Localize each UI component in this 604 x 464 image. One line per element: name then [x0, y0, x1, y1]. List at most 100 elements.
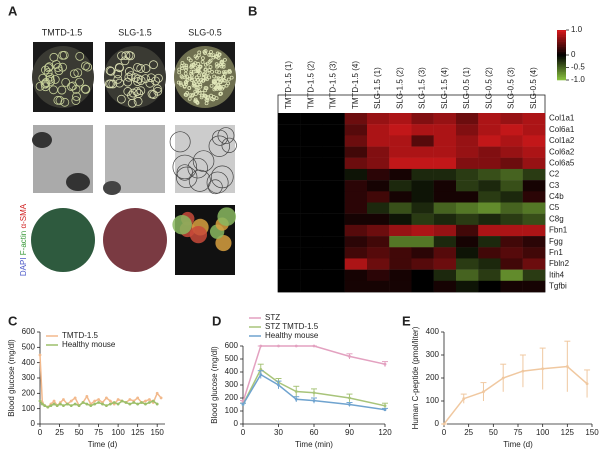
droplet [213, 86, 218, 91]
x-tick-label: 150 [585, 428, 599, 437]
heatmap-cell [522, 247, 546, 259]
heatmap-cell [522, 213, 546, 226]
legend-label: STZ [265, 313, 280, 322]
colorbar-segment [557, 53, 566, 56]
point [116, 398, 120, 401]
x-tick-label: 50 [75, 428, 84, 437]
droplet [189, 65, 194, 69]
droplet [184, 68, 188, 72]
colorbar-segment [557, 71, 566, 74]
heatmap-cell [389, 202, 412, 214]
droplet [44, 62, 54, 72]
droplet [50, 75, 60, 84]
heatmap-cell [278, 146, 301, 158]
heatmap-cell [322, 247, 345, 259]
droplet [151, 76, 160, 86]
colorbar-tick-label: -1.0 [571, 75, 585, 84]
droplet [211, 53, 216, 58]
heatmap-cell [478, 202, 501, 214]
x-tick-label: 50 [489, 428, 498, 437]
colorbar-segment [557, 36, 566, 39]
column-label: SLG-0.5 (1) [462, 67, 471, 109]
droplet [179, 74, 184, 79]
droplet [133, 62, 142, 72]
droplet [184, 65, 189, 70]
capsule [210, 165, 234, 189]
heatmap-cell [411, 180, 434, 192]
heatmap-cell [456, 213, 479, 226]
droplet [58, 62, 67, 72]
row-label: C4b [549, 192, 564, 201]
heatmap-cell [367, 168, 390, 181]
droplet [154, 73, 163, 83]
droplet [189, 69, 194, 74]
point [521, 369, 525, 373]
droplet [189, 63, 194, 68]
heatmap-cell [411, 258, 434, 270]
droplet [204, 74, 209, 79]
row-label: Col6a1 [549, 125, 575, 134]
panel-label: B [248, 3, 257, 18]
droplet [217, 70, 222, 75]
droplet [68, 81, 78, 91]
point [46, 405, 50, 409]
image [175, 125, 235, 193]
heatmap-cell [478, 269, 501, 282]
droplet [194, 75, 199, 80]
droplet [81, 61, 90, 71]
heatmap-cell [522, 180, 546, 192]
droplet [66, 82, 76, 92]
y-axis-label: Blood glucose (mg/dl) [210, 346, 219, 424]
droplet [185, 91, 190, 95]
heatmap-cell [344, 213, 368, 226]
point [383, 408, 387, 412]
capsule [212, 129, 228, 146]
x-tick-label: 75 [514, 428, 523, 437]
droplet [204, 98, 209, 102]
y-tick-label: 200 [426, 373, 440, 382]
x-axis-label: Time (d) [88, 440, 118, 449]
heatmap-cell [522, 157, 546, 170]
y-axis-label: Blood glucose (mg/dl) [7, 339, 16, 417]
droplet [184, 82, 189, 86]
heatmap-cell [278, 224, 301, 237]
heatmap-cell [300, 191, 323, 203]
heatmap-cell [500, 157, 523, 170]
droplet [80, 84, 90, 94]
heatmap-cell [322, 180, 345, 192]
panel-label: C [8, 313, 18, 328]
heatmap-cell [367, 236, 390, 248]
point [49, 404, 53, 407]
droplet [203, 62, 208, 67]
point [462, 397, 466, 401]
droplet [191, 62, 196, 67]
droplet [198, 82, 203, 87]
point [312, 399, 316, 402]
heatmap-cell [344, 180, 368, 192]
heatmap-cell [344, 258, 368, 270]
colorbar-segment [557, 76, 566, 79]
x-tick-label: 60 [310, 428, 319, 437]
capsule [189, 225, 208, 244]
point [132, 401, 136, 404]
point [65, 402, 69, 406]
droplet [81, 85, 91, 94]
droplet [214, 76, 219, 81]
droplet [203, 67, 208, 72]
heatmap-cell [278, 236, 301, 248]
droplet [104, 79, 114, 89]
droplet [198, 84, 203, 89]
image [32, 132, 52, 148]
heatmap-cell [411, 168, 434, 181]
droplet [199, 95, 204, 100]
image [103, 181, 121, 195]
heatmap-cell [500, 191, 523, 203]
colorbar-segment [557, 35, 566, 37]
y-tick-label: 200 [225, 393, 239, 402]
droplet [194, 92, 198, 96]
stain-labels: DAPI F-actin α-SMA [19, 203, 28, 276]
row-label: Col1a2 [549, 136, 575, 145]
droplet [210, 69, 214, 74]
droplet [196, 62, 201, 66]
heatmap-cell [367, 213, 390, 226]
